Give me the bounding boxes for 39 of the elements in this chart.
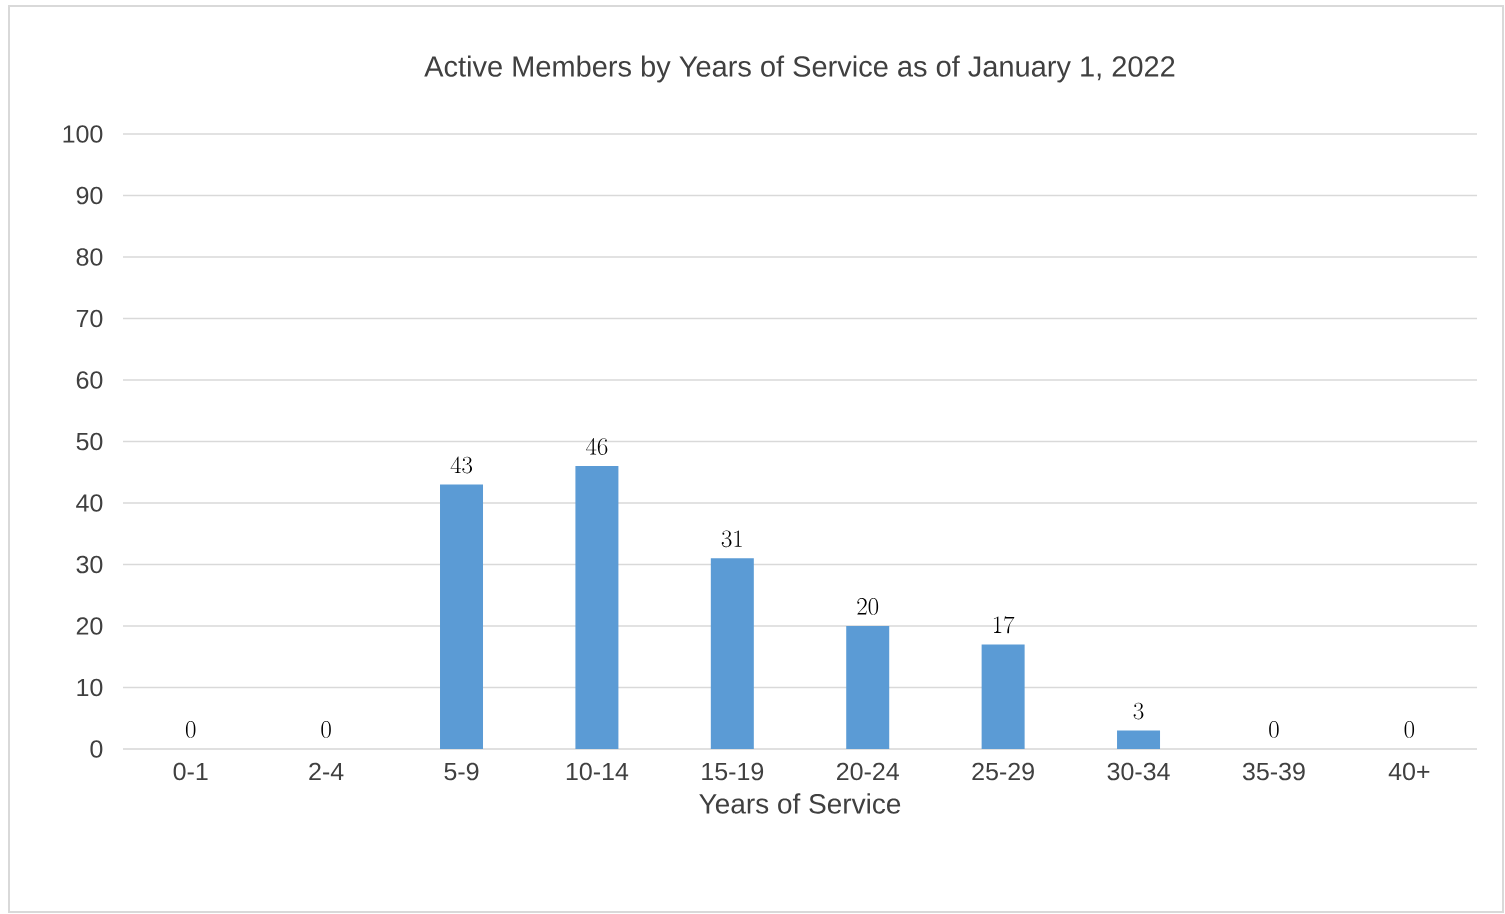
- x-axis-title: Years of Service: [699, 793, 901, 814]
- y-tick-label: 50: [76, 432, 103, 451]
- bar: [710, 558, 754, 749]
- y-tick-label: 100: [63, 125, 103, 143]
- data-label: 17: [993, 616, 1015, 634]
- x-tick-label: 20-24: [837, 762, 899, 781]
- x-tick-label: 15-19: [702, 762, 764, 781]
- bar: [1117, 730, 1161, 749]
- y-tick-label: 80: [76, 248, 103, 266]
- x-tick-label: 2-4: [309, 762, 344, 781]
- x-tick-label: 5-9: [444, 762, 479, 781]
- x-tick-label: 10-14: [566, 762, 629, 781]
- data-label: 43: [450, 456, 473, 474]
- data-label: 0: [185, 721, 196, 738]
- x-tick-label: 40+: [1388, 762, 1430, 781]
- bar: [575, 466, 619, 749]
- bar: [440, 484, 484, 749]
- y-tick-label: 90: [76, 186, 103, 205]
- data-label: 46: [586, 438, 608, 455]
- data-label: 3: [1133, 702, 1144, 720]
- x-tick-label: 0-1: [173, 762, 208, 781]
- data-label: 0: [1269, 721, 1279, 738]
- chart-title: Active Members by Years of Service as of January 1, 2022: [424, 55, 1175, 83]
- y-tick-label: 60: [76, 371, 103, 389]
- x-tick-label: 30-34: [1107, 762, 1170, 781]
- bar: [846, 626, 890, 749]
- y-tick-label: 70: [76, 309, 103, 328]
- data-label: 20: [857, 598, 879, 615]
- y-tick-label: 0: [90, 740, 103, 758]
- x-tick-label: 25-29: [972, 762, 1034, 781]
- y-tick-label: 30: [76, 555, 103, 574]
- x-tick-label: 35-39: [1242, 762, 1305, 781]
- data-label: 0: [321, 721, 331, 738]
- data-label: 31: [721, 530, 742, 548]
- data-label: 0: [1404, 721, 1415, 738]
- bar: [981, 644, 1025, 749]
- y-tick-label: 10: [77, 678, 103, 697]
- y-tick-label: 40: [76, 494, 103, 512]
- y-tick-label: 20: [76, 617, 103, 635]
